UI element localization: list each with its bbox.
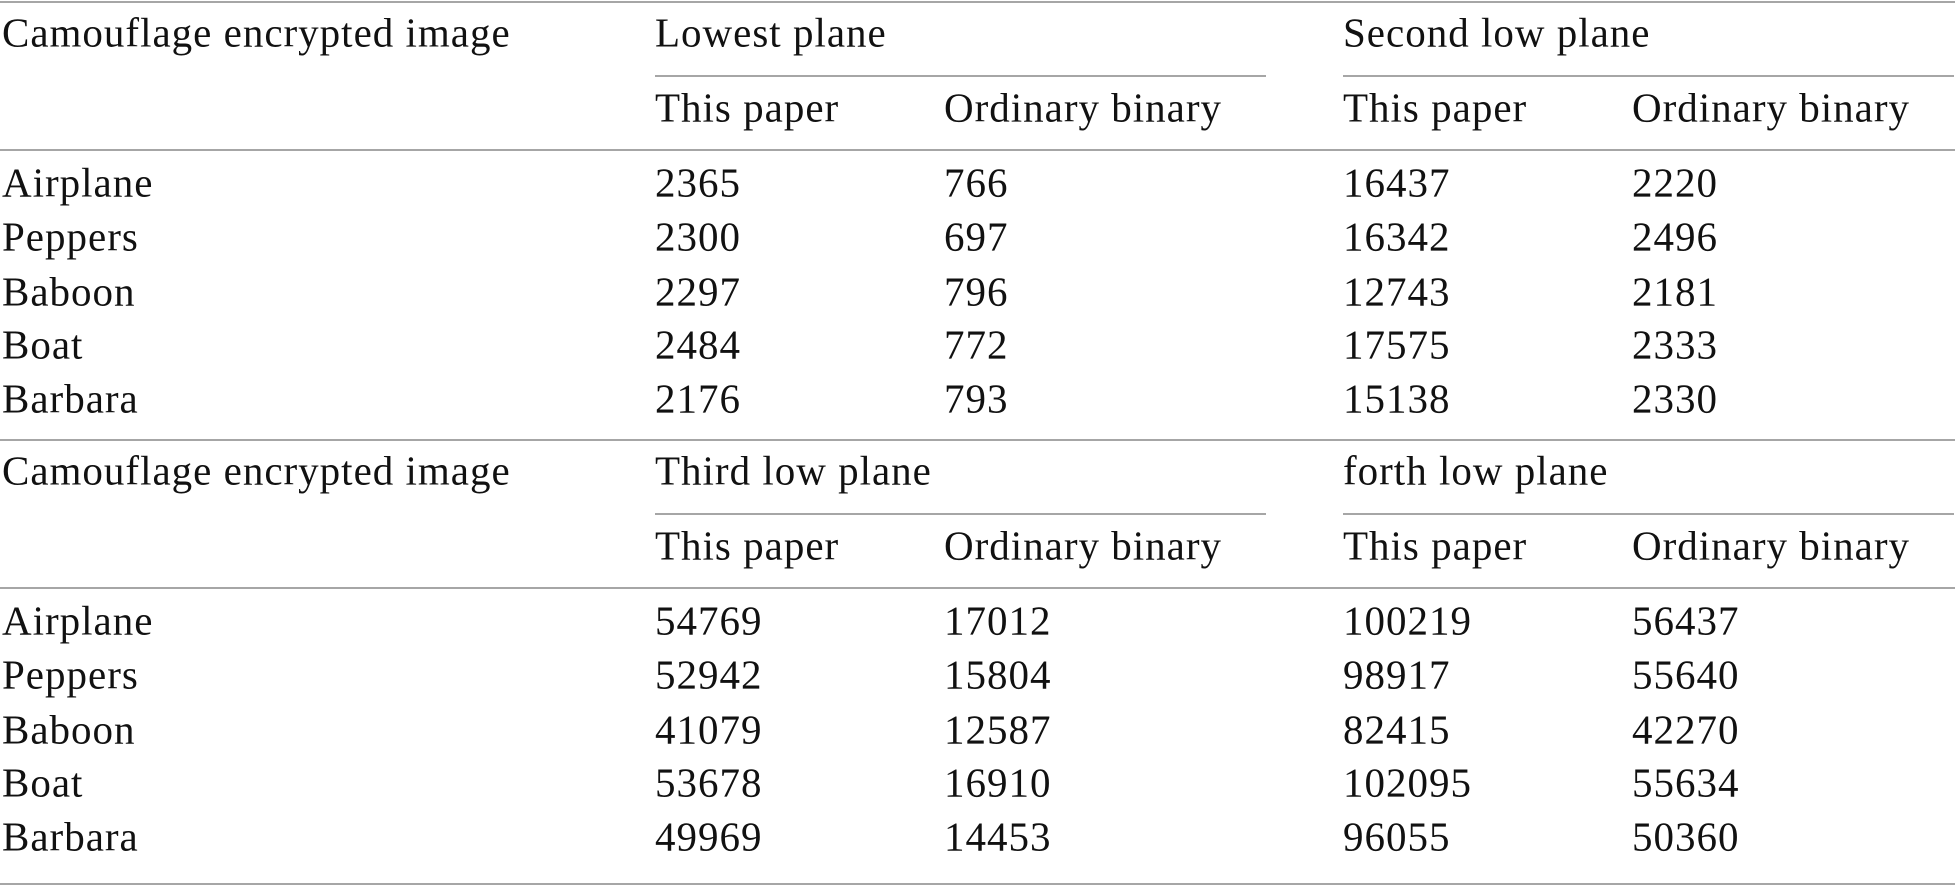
group-header: Lowest plane: [655, 9, 887, 55]
column-header: This paper: [655, 84, 839, 130]
cell-value: 772: [944, 321, 1009, 367]
row-label: Barbara: [2, 375, 139, 421]
cell-value: 697: [944, 213, 1009, 259]
cell-value: 100219: [1343, 597, 1472, 643]
cell-value: 55634: [1632, 759, 1740, 805]
column-header: Ordinary binary: [1632, 84, 1910, 130]
cell-value: 2220: [1632, 159, 1718, 205]
group-header: forth low plane: [1343, 447, 1608, 493]
cell-value: 102095: [1343, 759, 1472, 805]
cell-value: 2330: [1632, 375, 1718, 421]
column-header: This paper: [1343, 84, 1527, 130]
row-label: Peppers: [2, 651, 139, 697]
cell-value: 17012: [944, 597, 1052, 643]
cell-value: 2484: [655, 321, 741, 367]
row-label: Boat: [2, 759, 83, 805]
cell-value: 2176: [655, 375, 741, 421]
column-header: This paper: [655, 522, 839, 568]
cell-value: 56437: [1632, 597, 1740, 643]
cell-value: 98917: [1343, 651, 1451, 697]
cell-value: 2365: [655, 159, 741, 205]
cell-value: 41079: [655, 706, 763, 752]
cell-value: 14453: [944, 813, 1052, 859]
column-header: Ordinary binary: [1632, 522, 1910, 568]
row-label: Baboon: [2, 268, 136, 314]
cell-value: 2300: [655, 213, 741, 259]
cell-value: 82415: [1343, 706, 1451, 752]
cell-value: 54769: [655, 597, 763, 643]
row-label: Barbara: [2, 813, 139, 859]
group-header: Second low plane: [1343, 9, 1650, 55]
cell-value: 52942: [655, 651, 763, 697]
row-label: Boat: [2, 321, 83, 367]
cell-value: 2181: [1632, 268, 1718, 314]
group-header: Third low plane: [655, 447, 932, 493]
cell-value: 2297: [655, 268, 741, 314]
cell-value: 17575: [1343, 321, 1451, 367]
cell-value: 793: [944, 375, 1009, 421]
cell-value: 15804: [944, 651, 1052, 697]
cell-value: 42270: [1632, 706, 1740, 752]
cell-value: 50360: [1632, 813, 1740, 859]
cell-value: 766: [944, 159, 1009, 205]
row-label: Airplane: [2, 159, 153, 205]
cell-value: 2496: [1632, 213, 1718, 259]
cell-value: 15138: [1343, 375, 1451, 421]
column-header: Ordinary binary: [944, 522, 1222, 568]
row-label: Peppers: [2, 213, 139, 259]
cell-value: 96055: [1343, 813, 1451, 859]
cell-value: 16910: [944, 759, 1052, 805]
row-header: Camouflage encrypted image: [2, 9, 511, 55]
cell-value: 55640: [1632, 651, 1740, 697]
row-label: Airplane: [2, 597, 153, 643]
cell-value: 796: [944, 268, 1009, 314]
cell-value: 16342: [1343, 213, 1451, 259]
cell-value: 2333: [1632, 321, 1718, 367]
column-header: Ordinary binary: [944, 84, 1222, 130]
row-label: Baboon: [2, 706, 136, 752]
cell-value: 12587: [944, 706, 1052, 752]
cell-value: 16437: [1343, 159, 1451, 205]
column-header: This paper: [1343, 522, 1527, 568]
cell-value: 53678: [655, 759, 763, 805]
cell-value: 12743: [1343, 268, 1451, 314]
cell-value: 49969: [655, 813, 763, 859]
row-header: Camouflage encrypted image: [2, 447, 511, 493]
